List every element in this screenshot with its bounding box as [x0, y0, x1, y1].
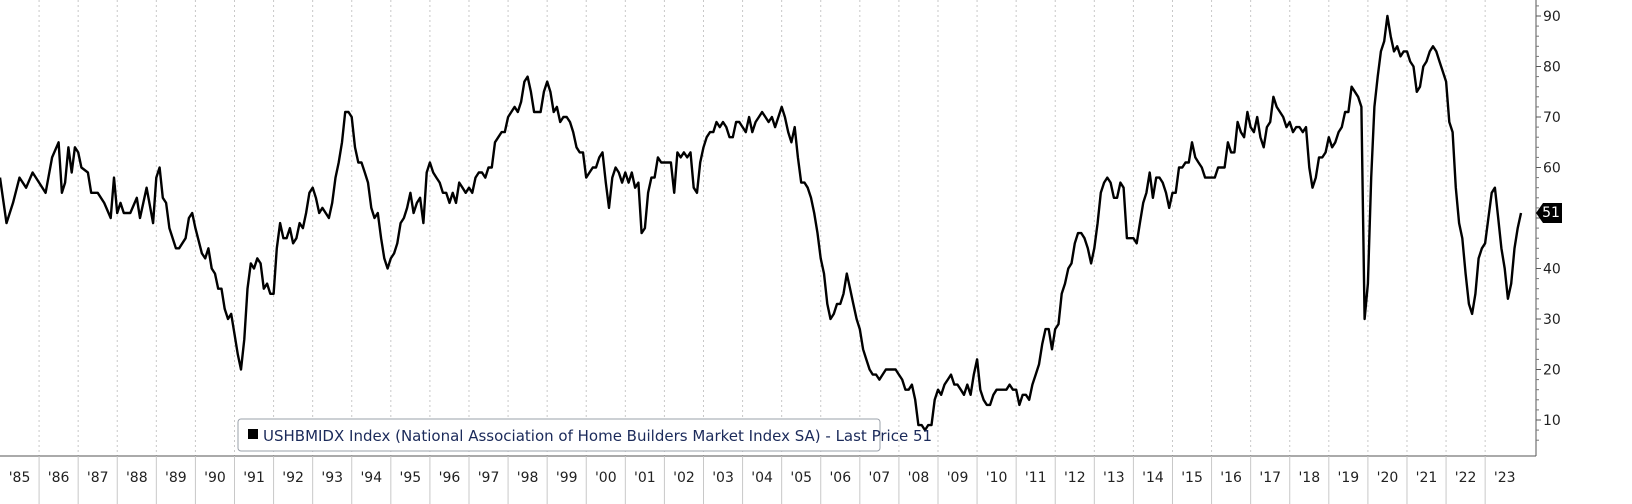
x-tick-label: '11: [1025, 470, 1047, 486]
x-tick-label: '88: [126, 470, 148, 486]
x-tick-label: '90: [204, 470, 226, 486]
y-tick-label: 70: [1543, 110, 1561, 126]
x-tick-label: '22: [1455, 470, 1477, 486]
legend-label: USHBMIDX Index (National Association of …: [263, 427, 932, 445]
x-tick-label: '05: [790, 470, 812, 486]
y-tick-label: 60: [1543, 161, 1561, 177]
y-tick-label: 40: [1543, 262, 1561, 278]
x-tick-label: '23: [1494, 470, 1516, 486]
x-tick-label: '08: [908, 470, 930, 486]
x-tick-label: '18: [1298, 470, 1320, 486]
x-tick-label: '07: [869, 470, 891, 486]
x-tick-label: '02: [673, 470, 695, 486]
x-tick-label: '13: [1103, 470, 1125, 486]
x-axis: '85 '86 '87 '88 '89 '90 '91 '92 '93 '94 '95 '96 '97 '…: [0, 455, 1536, 504]
x-tick-label: '15: [1181, 470, 1203, 486]
x-tick-label: '92: [282, 470, 304, 486]
x-tick-label: '01: [634, 470, 656, 486]
x-tick-label: '97: [478, 470, 500, 486]
legend: USHBMIDX Index (National Association of …: [237, 418, 932, 452]
vertical-gridlines: [38, 0, 1486, 456]
x-tick-label: '98: [517, 470, 539, 486]
legend-swatch: [248, 429, 258, 439]
x-tick-label: '21: [1416, 470, 1438, 486]
y-tick-label: 90: [1543, 9, 1561, 25]
x-tick-label: '10: [986, 470, 1008, 486]
x-tick-label: '87: [87, 470, 109, 486]
y-tick-label: 10: [1543, 413, 1561, 429]
x-tick-label: '12: [1064, 470, 1086, 486]
y-tick-label: 30: [1543, 312, 1561, 328]
legend-box: [237, 418, 881, 452]
x-tick-label: '86: [48, 470, 70, 486]
x-tick-label: '95: [400, 470, 422, 486]
x-tick-label: '06: [829, 470, 851, 486]
x-tick-label: '99: [556, 470, 578, 486]
x-tick-label: '19: [1338, 470, 1360, 486]
x-tick-label: '93: [321, 470, 343, 486]
x-tick-label: '04: [751, 470, 773, 486]
last-price-marker: 51: [1536, 202, 1562, 223]
x-tick-label: '20: [1377, 470, 1399, 486]
x-tick-label: '17: [1259, 470, 1281, 486]
x-tick-label: '00: [595, 470, 617, 486]
series-line: [0, 14, 1523, 432]
x-tick-label: '03: [712, 470, 734, 486]
x-tick-label: '96: [439, 470, 461, 486]
x-tick-label: '94: [360, 470, 382, 486]
x-tick-label: '85: [9, 470, 31, 486]
y-tick-label: 80: [1543, 60, 1561, 76]
x-tick-label: '89: [165, 470, 187, 486]
x-tick-label: '09: [947, 470, 969, 486]
y-tick-label: 20: [1543, 363, 1561, 379]
y-axis: 102030405060708090: [1535, 0, 1561, 456]
x-tick-label: '16: [1220, 470, 1242, 486]
x-tick-label: '91: [243, 470, 265, 486]
last-price-label: 51: [1542, 205, 1560, 221]
last-price-shape: [1536, 202, 1562, 223]
x-tick-label: '14: [1142, 470, 1164, 486]
